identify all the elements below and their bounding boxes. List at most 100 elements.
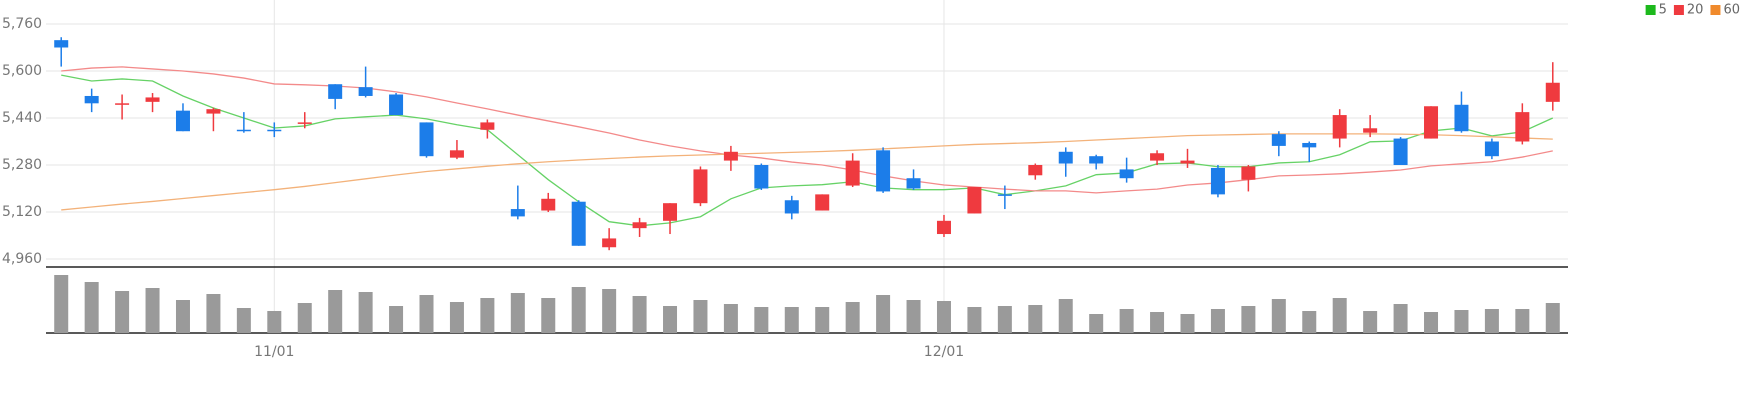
volume-bar (206, 294, 221, 333)
legend-swatch (1710, 5, 1721, 15)
candle-body (1454, 104, 1469, 132)
candle-body (1363, 128, 1378, 133)
moving-average-line (61, 74, 1554, 227)
candle-body (297, 122, 312, 124)
candle-body (115, 103, 130, 105)
candle-body (876, 150, 891, 192)
candle-body (389, 94, 404, 116)
volume-bar (358, 292, 373, 333)
candle-body (632, 222, 647, 229)
y-tick-label: 5,760 (2, 16, 42, 32)
candle-body (754, 165, 769, 189)
volume-bar (1515, 309, 1530, 333)
volume-bar (845, 302, 860, 333)
candle-body (1332, 115, 1347, 139)
volume-bar (145, 288, 160, 333)
volume-bar (1028, 305, 1043, 333)
volume-bar (1454, 310, 1469, 333)
volume-bar (1332, 298, 1347, 333)
candle-body (1484, 141, 1499, 157)
candle-body (145, 97, 160, 102)
candle-body (1058, 151, 1073, 164)
candle-body (784, 200, 799, 214)
volume-bar (1271, 299, 1286, 333)
volume-bar (693, 300, 708, 333)
candle-body (997, 194, 1012, 196)
candle-body (1515, 112, 1530, 142)
volume-bar (115, 291, 130, 333)
candle-body (480, 122, 495, 130)
candle-body (1180, 160, 1195, 164)
candle-body (510, 209, 525, 217)
candle-body (54, 40, 69, 48)
y-tick-label: 5,280 (2, 157, 42, 173)
candle-body (1424, 106, 1439, 139)
candle-body (845, 160, 860, 186)
candle-body (206, 109, 221, 114)
candle-body (1028, 165, 1043, 176)
volume-bar (1424, 312, 1439, 333)
volume-bar (328, 290, 343, 333)
volume-bar (510, 293, 525, 333)
legend-label: 20 (1687, 3, 1704, 18)
volume-bar (54, 275, 69, 333)
volume-bar (784, 307, 799, 333)
volume-bar (906, 300, 921, 333)
candle-body (1089, 156, 1104, 164)
volume-bar (389, 306, 404, 333)
candle-body (419, 122, 434, 157)
volume-bar (1058, 299, 1073, 333)
volume-bar (754, 307, 769, 333)
volume-bar (84, 282, 99, 333)
candle-body (1393, 138, 1408, 165)
legend-swatch (1673, 5, 1684, 15)
volume-bar (1089, 314, 1104, 333)
moving-average-line (61, 133, 1553, 211)
candle-body (84, 95, 99, 104)
candle-body (571, 201, 586, 246)
y-tick-label: 4,960 (2, 251, 42, 267)
volume-bar (936, 301, 951, 333)
volume-bar (967, 307, 982, 333)
volume-bar (1484, 309, 1499, 333)
legend-label: 5 (1659, 3, 1667, 18)
candle-body (723, 151, 738, 161)
volume-bar (175, 300, 190, 333)
candle-body (693, 169, 708, 204)
volume-bar (1545, 303, 1560, 333)
volume-bar (1363, 311, 1378, 333)
candle-body (175, 110, 190, 132)
volume-bar (297, 303, 312, 333)
volume-bar (480, 298, 495, 333)
volume-bar (236, 308, 251, 333)
candle-body (1302, 142, 1317, 148)
legend-swatch (1645, 5, 1656, 15)
candle-body (815, 194, 830, 211)
candle-body (602, 238, 617, 248)
moving-average-line (61, 66, 1553, 194)
candle-body (1545, 82, 1560, 102)
candle-body (358, 87, 373, 96)
volume-bar (632, 296, 647, 333)
volume-bar (1302, 311, 1317, 333)
volume-bar (1393, 304, 1408, 333)
volume-bar (1210, 309, 1225, 333)
x-tick-label: 12/01 (924, 344, 964, 360)
candle-body (1241, 166, 1256, 180)
volume-bar (815, 307, 830, 333)
volume-bar (1180, 314, 1195, 333)
x-tick-label: 11/01 (254, 344, 294, 360)
candle-body (236, 129, 251, 132)
volume-bar (1119, 309, 1134, 333)
volume-bar (876, 295, 891, 333)
candle-body (328, 84, 343, 99)
volume-bar (541, 298, 556, 333)
y-tick-label: 5,120 (2, 204, 42, 220)
candle-body (936, 220, 951, 235)
candle-body (1271, 134, 1286, 146)
volume-bar (1150, 312, 1165, 333)
candle-body (449, 150, 464, 158)
candle-body (906, 178, 921, 189)
y-tick-label: 5,600 (2, 63, 42, 79)
